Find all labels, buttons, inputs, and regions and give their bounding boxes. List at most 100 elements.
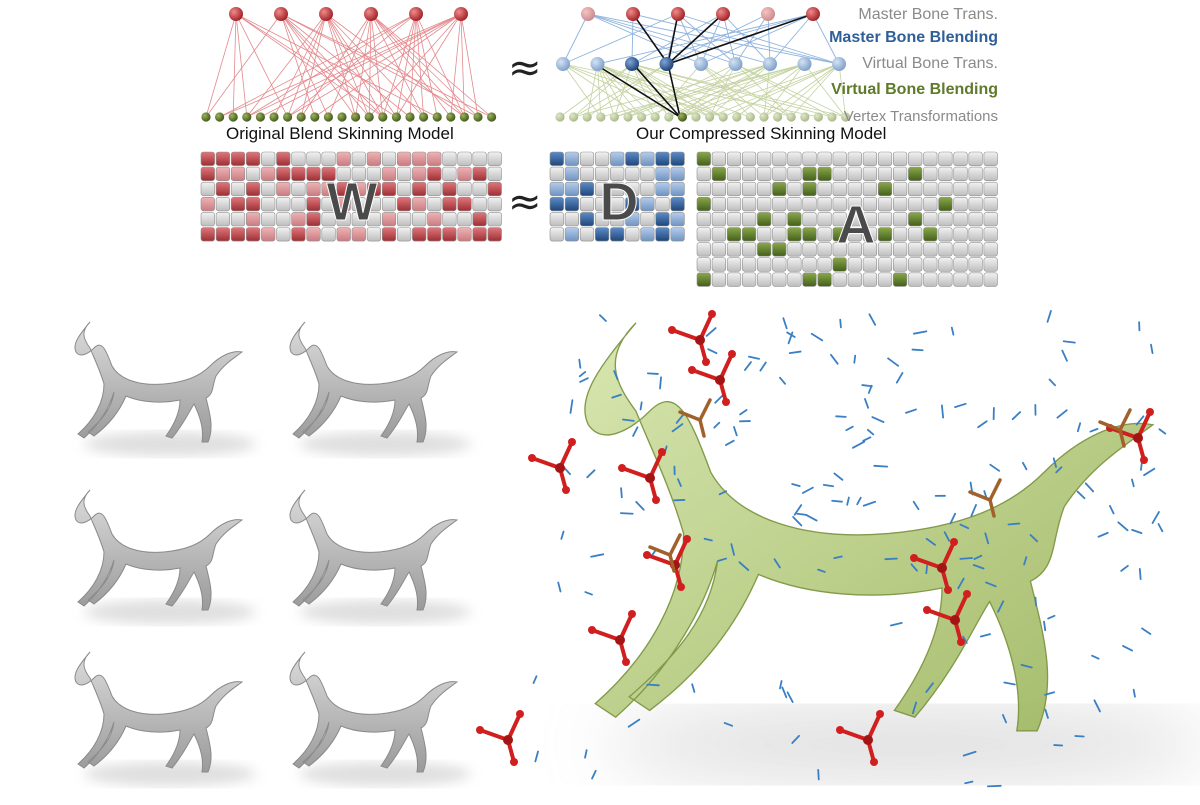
link-master-blend — [632, 14, 723, 64]
matrix-cell — [580, 167, 594, 181]
matrix-cell — [428, 152, 442, 166]
caption-original-model: Original Blend Skinning Model — [226, 124, 454, 144]
matrix-cell — [277, 197, 291, 211]
matrix-cell — [307, 228, 321, 242]
matrix-cell — [893, 228, 907, 242]
matrix-cell — [201, 197, 215, 211]
vertex-arrow — [981, 634, 990, 636]
vertex-arrow — [1048, 311, 1051, 322]
matrix-cell — [863, 152, 877, 166]
matrix-cell — [803, 152, 817, 166]
frame-tip — [1146, 408, 1154, 416]
vertex-arrow — [782, 687, 786, 697]
bone-frame — [618, 448, 666, 504]
vertex-arrow — [960, 558, 972, 559]
frame-tip — [588, 626, 596, 634]
frame-tip — [528, 454, 536, 462]
vertex-arrow — [1132, 480, 1134, 487]
matrix-cell — [201, 228, 215, 242]
vertex-arrow — [831, 355, 838, 364]
matrix-cell — [818, 152, 832, 166]
vertex-arrow — [1008, 524, 1019, 525]
matrix-cell — [742, 243, 756, 257]
frame-tip — [652, 496, 660, 504]
legend-vertex-transformations: Vertex Transformations — [844, 108, 998, 125]
matrix-cell — [292, 228, 306, 242]
vertex-arrow — [812, 334, 823, 341]
matrix-cell — [712, 212, 726, 226]
matrix-cell — [277, 167, 291, 181]
matrix-cell — [231, 228, 245, 242]
matrix-cell — [969, 212, 983, 226]
link-virtual-blend — [682, 64, 770, 117]
vertex-arrow — [600, 315, 606, 321]
vertex-node — [800, 112, 809, 121]
master-bone-node — [671, 7, 685, 21]
vertex-node — [746, 112, 755, 121]
vertex-arrow — [806, 515, 816, 521]
matrix-cell — [908, 228, 922, 242]
matrix-cell — [712, 273, 726, 287]
matrix-cell — [488, 182, 502, 196]
vertex-arrow — [836, 416, 846, 417]
horse-pose — [290, 490, 471, 624]
matrix-cell — [610, 152, 624, 166]
matrix-cell — [292, 167, 306, 181]
vertex-arrow — [1078, 492, 1085, 499]
vertex-arrow — [580, 378, 588, 382]
matrix-cell — [833, 273, 847, 287]
matrix-cell — [216, 228, 230, 242]
matrix-cell — [969, 152, 983, 166]
matrix-cell — [641, 197, 655, 211]
matrix-cell — [641, 212, 655, 226]
vertex-arrow — [914, 331, 926, 333]
matrix-cell — [969, 228, 983, 242]
matrix-cell — [984, 228, 998, 242]
matrix-cell — [742, 167, 756, 181]
virtual-frame-axis — [670, 535, 680, 555]
link-original — [233, 14, 236, 117]
matrix-cell — [878, 182, 892, 196]
vertex-arrow — [874, 466, 887, 467]
frame-origin — [695, 335, 705, 345]
frame-tip — [702, 358, 710, 366]
matrix-cell — [458, 182, 472, 196]
virtual-bone-node — [694, 57, 708, 71]
vertex-arrow — [978, 421, 987, 427]
horse-silhouette — [75, 490, 242, 610]
vertex-node — [596, 112, 605, 121]
vertex-arrow — [1144, 469, 1154, 475]
matrix-cell — [488, 228, 502, 242]
vertex-arrow — [1044, 622, 1045, 631]
matrix-cell — [939, 167, 953, 181]
frame-tip — [950, 538, 958, 546]
matrix-cell — [908, 167, 922, 181]
link-master-blend — [632, 14, 813, 64]
link-master-blend — [598, 14, 814, 64]
vertex-arrow — [714, 423, 719, 428]
matrix-cell — [397, 212, 411, 226]
link-virtual-blend — [736, 64, 846, 117]
matrix-cell — [969, 258, 983, 272]
frame-origin — [863, 735, 873, 745]
vertex-node — [310, 112, 319, 121]
matrix-cell — [697, 273, 711, 287]
matrix-cell — [954, 212, 968, 226]
master-bone-node — [274, 7, 288, 21]
master-bone-node — [581, 7, 595, 21]
vertex-arrow — [1078, 423, 1080, 431]
matrix-cell — [939, 228, 953, 242]
matrix-cell — [878, 167, 892, 181]
vertex-arrow — [1086, 483, 1093, 491]
virtual-bone-node — [591, 57, 605, 71]
vertex-arrow — [707, 328, 716, 336]
vertex-arrow — [633, 427, 637, 436]
vertex-arrow — [1048, 616, 1054, 619]
matrix-cell — [939, 273, 953, 287]
matrix-cell — [939, 182, 953, 196]
matrix-cell — [697, 212, 711, 226]
horse-silhouette — [290, 322, 457, 442]
vertex-node — [242, 112, 251, 121]
matrix-cell — [565, 228, 579, 242]
vertex-node — [610, 112, 619, 121]
